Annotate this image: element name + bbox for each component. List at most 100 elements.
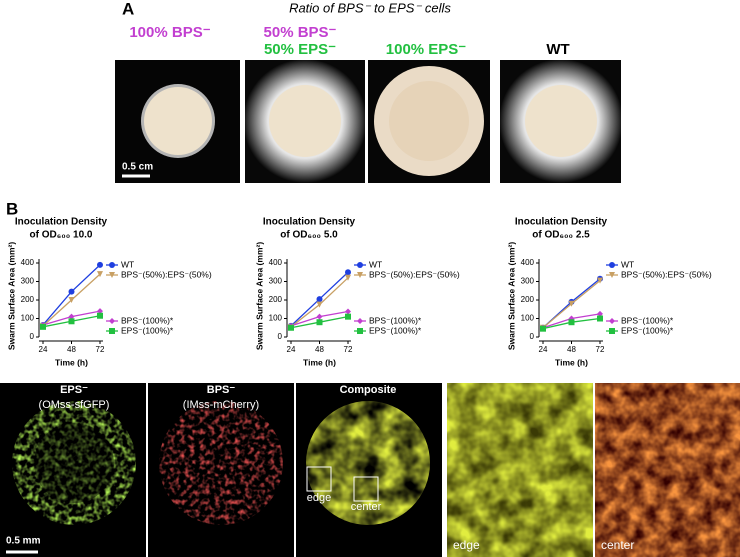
channel-title: Composite <box>340 384 397 396</box>
y-tick-label: 200 <box>521 295 535 304</box>
legend-label: BPS⁻(100%)* <box>621 315 674 325</box>
legend-marker <box>609 262 615 268</box>
y-tick-label: 300 <box>21 277 35 286</box>
data-point <box>316 296 323 303</box>
data-point <box>288 324 294 331</box>
data-point <box>97 261 103 268</box>
column-label: 50% EPS⁻ <box>264 41 336 58</box>
data-point <box>97 308 103 315</box>
zoom-label: center <box>601 538 634 552</box>
data-point <box>345 274 351 281</box>
y-tick-label: 300 <box>521 277 535 286</box>
legend-label: BPS⁻(50%):EPS⁻(50%) <box>369 269 460 279</box>
y-tick-label: 200 <box>269 295 283 304</box>
column-label: 50% BPS⁻ <box>264 24 337 41</box>
x-tick-label: 24 <box>287 345 296 354</box>
data-point <box>568 319 575 326</box>
zoom-label: edge <box>453 538 480 552</box>
data-point <box>316 313 323 320</box>
channel-subtitle: (OMss-sfGFP) <box>39 399 110 411</box>
x-tick-label: 48 <box>67 345 76 354</box>
channel-subtitle: (IMss-mCherry) <box>183 399 259 411</box>
legend-label: BPS⁻(100%)* <box>121 315 174 325</box>
data-point <box>597 277 603 284</box>
y-tick-label: 100 <box>521 314 535 323</box>
y-tick-label: 0 <box>278 332 283 341</box>
data-point <box>316 301 323 308</box>
legend-label: BPS⁻(50%):EPS⁻(50%) <box>121 269 212 279</box>
data-point <box>40 323 46 330</box>
x-tick-label: 72 <box>344 345 353 354</box>
data-point <box>345 308 351 315</box>
y-tick-label: 200 <box>21 295 35 304</box>
x-tick-label: 72 <box>596 345 605 354</box>
scale-bar-label: 0.5 mm <box>6 536 41 547</box>
legend-marker <box>357 262 363 268</box>
legend-label: EPS⁻(100%)* <box>621 325 674 335</box>
data-point <box>68 288 75 295</box>
x-tick-label: 48 <box>315 345 324 354</box>
legend-label: BPS⁻(100%)* <box>369 315 422 325</box>
legend-label: WT <box>621 259 634 269</box>
column-label: WT <box>546 41 569 58</box>
data-point <box>568 300 575 307</box>
data-point <box>345 313 351 320</box>
data-point <box>97 271 103 278</box>
legend-marker <box>109 328 115 334</box>
data-point <box>597 315 603 322</box>
x-tick-label: 72 <box>96 345 105 354</box>
panel-label: B <box>6 199 18 218</box>
y-axis-label: Swarm Surface Area (mm²) <box>506 242 516 351</box>
legend-marker <box>357 272 363 278</box>
box-label: center <box>351 501 382 513</box>
y-tick-label: 100 <box>269 314 283 323</box>
y-tick-label: 300 <box>269 277 283 286</box>
y-tick-label: 0 <box>530 332 535 341</box>
x-tick-label: 48 <box>567 345 576 354</box>
x-tick-label: 24 <box>39 345 48 354</box>
y-tick-label: 400 <box>21 258 35 267</box>
data-point <box>597 310 603 317</box>
chart-title: of OD₆₀₀ 10.0 <box>29 230 92 241</box>
y-tick-label: 0 <box>30 332 35 341</box>
x-axis-label: Time (h) <box>303 357 336 367</box>
legend-marker <box>609 318 615 324</box>
channel-title: EPS⁻ <box>60 384 88 396</box>
charts: Inoculation Density of OD₆₀₀ 10.0 0 100 200 3… <box>6 217 712 368</box>
x-axis-label: Time (h) <box>55 357 88 367</box>
y-tick-label: 400 <box>521 258 535 267</box>
legend-label: WT <box>121 259 134 269</box>
y-tick-label: 100 <box>21 314 35 323</box>
legend-label: WT <box>369 259 382 269</box>
chart-title: Inoculation Density <box>15 217 108 228</box>
y-axis-label: Swarm Surface Area (mm²) <box>6 242 16 351</box>
box-label: edge <box>307 492 331 504</box>
legend-label: BPS⁻(50%):EPS⁻(50%) <box>621 269 712 279</box>
data-point <box>97 312 103 319</box>
chart-title: Inoculation Density <box>263 217 356 228</box>
data-point <box>68 313 75 320</box>
scale-bar-label: 0.5 cm <box>122 162 153 173</box>
data-point <box>540 325 546 332</box>
legend-label: EPS⁻(100%)* <box>121 325 174 335</box>
x-axis-label: Time (h) <box>555 357 588 367</box>
y-axis-label: Swarm Surface Area (mm²) <box>254 242 264 351</box>
data-point <box>68 297 75 303</box>
y-tick-label: 400 <box>269 258 283 267</box>
column-label: 100% EPS⁻ <box>386 41 467 58</box>
legend-label: EPS⁻(100%)* <box>369 325 422 335</box>
chart-title: of OD₆₀₀ 5.0 <box>280 230 338 241</box>
legend-marker <box>357 328 363 334</box>
legend-marker <box>609 328 615 334</box>
x-tick-label: 24 <box>539 345 548 354</box>
legend-marker <box>609 272 615 278</box>
panel-label: A <box>122 0 134 18</box>
legend-marker <box>109 262 115 268</box>
chart-title: of OD₆₀₀ 2.5 <box>532 230 590 241</box>
legend-marker <box>109 318 115 324</box>
column-label: 100% BPS⁻ <box>129 24 210 41</box>
channel-title: BPS⁻ <box>207 384 236 396</box>
swarm-photos <box>115 59 623 183</box>
legend-marker <box>357 318 363 324</box>
